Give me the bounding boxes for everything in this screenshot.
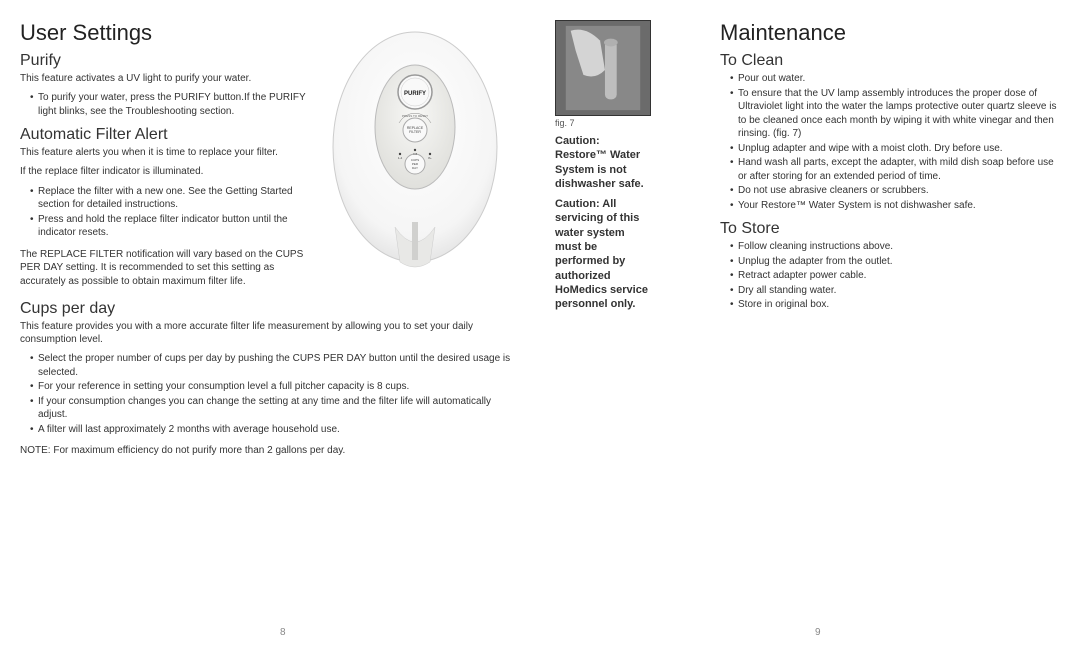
list-item: To purify your water, press the PURIFY b… <box>30 91 310 118</box>
cups-label3: DAY <box>412 166 418 170</box>
list-item: To ensure that the UV lamp assembly intr… <box>730 87 1060 141</box>
cups-note: NOTE: For maximum efficiency do not puri… <box>20 444 520 458</box>
left-top-row: User Settings Purify This feature activa… <box>20 20 520 294</box>
purify-intro: This feature activates a UV light to pur… <box>20 72 310 85</box>
caution-block-1: Caution: Restore™ Water System is not di… <box>555 134 650 191</box>
list-item: Store in original box. <box>730 298 1060 312</box>
right-col-right: Maintenance To Clean Pour out water. To … <box>710 20 1060 320</box>
list-item: Unplug the adapter from the outlet. <box>730 255 1060 269</box>
purify-heading: Purify <box>20 52 310 70</box>
caution-text-1: Caution: Restore™ Water System is not di… <box>555 134 650 191</box>
alert-list: Replace the filter with a new one. See t… <box>20 185 310 240</box>
cups-intro: This feature provides you with a more ac… <box>20 320 520 346</box>
page-number-left: 8 <box>280 627 286 638</box>
list-item: Dry all standing water. <box>730 284 1060 298</box>
purify-button-label: PURIFY <box>404 91 426 97</box>
list-item: Follow cleaning instructions above. <box>730 240 1060 254</box>
left-top-text: User Settings Purify This feature activa… <box>20 20 320 294</box>
device-svg: PURIFY REPLACE FILTER PRESS TO RESET CUP… <box>325 27 505 287</box>
list-item: Your Restore™ Water System is not dishwa… <box>730 199 1060 213</box>
list-item: A filter will last approximately 2 month… <box>30 423 520 437</box>
alert-note2: The REPLACE FILTER notification will var… <box>20 248 310 289</box>
purify-list: To purify your water, press the PURIFY b… <box>20 91 310 118</box>
store-list: Follow cleaning instructions above. Unpl… <box>720 240 1060 312</box>
ind-2: 4-8 <box>413 152 418 156</box>
cups-heading: Cups per day <box>20 300 520 318</box>
user-settings-heading: User Settings <box>20 20 310 46</box>
figure-label: fig. 7 <box>555 118 710 128</box>
alert-note1: If the replace filter indicator is illum… <box>20 165 310 179</box>
list-item: For your reference in setting your consu… <box>30 380 520 394</box>
cups-list: Select the proper number of cups per day… <box>20 352 520 436</box>
ind-3: 8+ <box>428 156 432 160</box>
list-item: If your consumption changes you can chan… <box>30 395 520 422</box>
to-store-heading: To Store <box>720 220 1060 238</box>
list-item: Unplug adapter and wipe with a moist clo… <box>730 142 1060 156</box>
alert-heading: Automatic Filter Alert <box>20 126 310 144</box>
page-number-right: 9 <box>815 627 821 638</box>
page-right: fig. 7 Caution: Restore™ Water System is… <box>555 20 1060 640</box>
list-item: Select the proper number of cups per day… <box>30 352 520 379</box>
right-columns: fig. 7 Caution: Restore™ Water System is… <box>555 20 1060 320</box>
list-item: Press and hold the replace filter indica… <box>30 213 310 240</box>
alert-intro: This feature alerts you when it is time … <box>20 146 310 159</box>
list-item: Do not use abrasive cleaners or scrubber… <box>730 184 1060 198</box>
list-item: Pour out water. <box>730 72 1060 86</box>
replace-label2: FILTER <box>409 130 421 134</box>
caution-block-2: Caution: All servicing of this water sys… <box>555 197 650 311</box>
list-item: Replace the filter with a new one. See t… <box>30 185 310 212</box>
clean-list: Pour out water. To ensure that the UV la… <box>720 72 1060 212</box>
device-illustration: PURIFY REPLACE FILTER PRESS TO RESET CUP… <box>320 20 510 294</box>
ind-1: 1-4 <box>398 156 403 160</box>
maintenance-heading: Maintenance <box>720 20 1060 46</box>
cleaning-photo-svg <box>556 20 650 116</box>
list-item: Retract adapter power cable. <box>730 269 1060 283</box>
caution-text-2: Caution: All servicing of this water sys… <box>555 197 650 311</box>
to-clean-heading: To Clean <box>720 52 1060 70</box>
list-item: Hand wash all parts, except the adapter,… <box>730 156 1060 183</box>
press-reset-label: PRESS TO RESET <box>402 114 428 118</box>
right-col-left: fig. 7 Caution: Restore™ Water System is… <box>555 20 710 320</box>
page-left: User Settings Purify This feature activa… <box>20 20 520 640</box>
figure-7-photo <box>555 20 651 116</box>
